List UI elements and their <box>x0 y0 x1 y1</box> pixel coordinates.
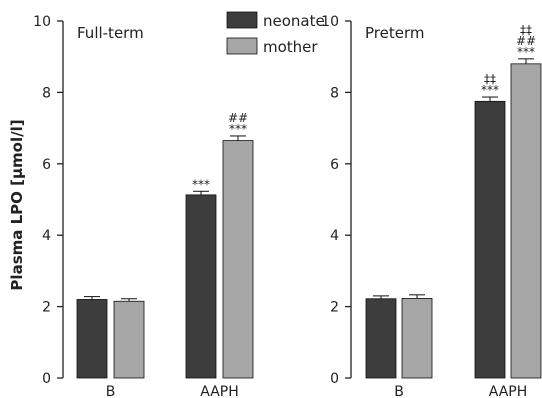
y-tick-label: 8 <box>330 85 339 101</box>
legend-swatch-mother <box>226 37 258 55</box>
bar <box>76 299 108 379</box>
bar <box>474 100 506 379</box>
y-tick-label: 10 <box>321 14 339 30</box>
y-tick-label: 8 <box>42 85 51 101</box>
panel-title: Preterm <box>365 24 424 42</box>
y-tick-label: 10 <box>33 14 51 30</box>
legend: neonate mother <box>226 11 325 56</box>
y-tick-label: 2 <box>42 300 51 316</box>
y-tick-label: 6 <box>330 157 339 173</box>
significance-marker: *** <box>517 45 535 59</box>
legend-label-neonate: neonate <box>263 12 325 30</box>
bar <box>222 140 254 379</box>
significance-marker: *** <box>481 83 499 97</box>
bar <box>113 300 145 379</box>
bar <box>401 297 433 379</box>
significance-marker: ‡‡ <box>484 72 496 86</box>
bar <box>185 194 217 379</box>
y-axis-label: Plasma LPO [µmol/l] <box>8 119 26 290</box>
x-tick-label: B <box>106 384 116 398</box>
x-tick-label: AAPH <box>489 384 528 398</box>
y-tick-label: 2 <box>330 300 339 316</box>
bar <box>510 63 542 379</box>
significance-marker: *** <box>192 177 210 191</box>
x-tick-label: AAPH <box>200 384 239 398</box>
y-tick-label: 0 <box>330 371 339 387</box>
y-tick-label: 0 <box>42 371 51 387</box>
significance-marker: ## <box>228 111 248 125</box>
bar <box>365 298 397 379</box>
x-tick-label: B <box>394 384 404 398</box>
legend-swatch-neonate <box>226 11 258 29</box>
significance-marker: ‡‡ <box>520 23 532 37</box>
y-tick-label: 6 <box>42 157 51 173</box>
y-tick-label: 4 <box>42 228 51 244</box>
y-tick-label: 4 <box>330 228 339 244</box>
significance-marker: *** <box>229 122 247 136</box>
legend-label-mother: mother <box>263 38 318 56</box>
significance-marker: ## <box>516 34 536 48</box>
panel-title: Full-term <box>77 24 144 42</box>
